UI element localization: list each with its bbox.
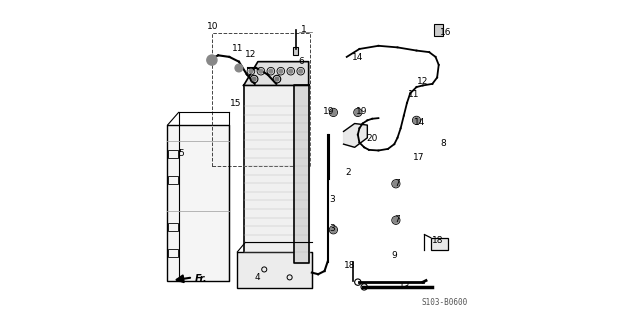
- Text: 2: 2: [345, 168, 351, 177]
- Text: 3: 3: [329, 224, 335, 233]
- Text: 3: 3: [329, 195, 335, 204]
- Text: 12: 12: [244, 50, 256, 59]
- Text: 11: 11: [232, 44, 243, 53]
- Bar: [434, 24, 443, 36]
- Text: 18: 18: [432, 236, 444, 245]
- Text: 4: 4: [255, 273, 260, 282]
- Polygon shape: [244, 62, 309, 85]
- Bar: [244, 85, 309, 263]
- Bar: [431, 238, 448, 250]
- Circle shape: [393, 217, 399, 223]
- Circle shape: [252, 77, 256, 81]
- Text: 14: 14: [414, 118, 425, 127]
- Bar: [294, 47, 298, 55]
- Circle shape: [331, 109, 336, 115]
- Circle shape: [355, 109, 361, 115]
- Bar: [168, 125, 229, 281]
- Circle shape: [259, 69, 263, 73]
- Text: 16: 16: [440, 28, 451, 37]
- Text: 7: 7: [394, 179, 400, 188]
- Text: 9: 9: [391, 251, 397, 260]
- Text: 5: 5: [178, 149, 184, 158]
- Text: 18: 18: [343, 261, 355, 270]
- Text: S103-B0600: S103-B0600: [421, 298, 467, 307]
- Text: 6: 6: [299, 57, 304, 66]
- Bar: [168, 249, 178, 257]
- Bar: [168, 176, 178, 184]
- Text: 13: 13: [399, 282, 411, 292]
- Text: 19: 19: [355, 107, 367, 116]
- Text: 15: 15: [231, 99, 242, 108]
- Polygon shape: [294, 85, 309, 263]
- Text: 10: 10: [207, 22, 218, 31]
- Bar: [168, 223, 178, 231]
- Circle shape: [299, 69, 302, 73]
- Polygon shape: [343, 124, 367, 147]
- Bar: [238, 252, 312, 288]
- Circle shape: [275, 77, 279, 81]
- Text: 7: 7: [394, 215, 400, 224]
- Text: 20: 20: [367, 134, 378, 143]
- Circle shape: [393, 181, 399, 187]
- Text: Fr.: Fr.: [195, 274, 207, 284]
- Circle shape: [331, 227, 336, 233]
- Text: 12: 12: [416, 77, 428, 86]
- Bar: [212, 33, 310, 166]
- Circle shape: [207, 55, 217, 65]
- Circle shape: [414, 117, 420, 123]
- Text: 8: 8: [440, 139, 447, 148]
- Text: 11: 11: [408, 90, 420, 99]
- Text: 14: 14: [352, 53, 363, 62]
- Circle shape: [279, 69, 283, 73]
- Circle shape: [235, 64, 243, 72]
- Bar: [168, 150, 178, 158]
- Circle shape: [249, 69, 253, 73]
- Text: 17: 17: [413, 153, 424, 162]
- Text: 19: 19: [323, 107, 335, 116]
- Circle shape: [289, 69, 293, 73]
- Circle shape: [269, 69, 273, 73]
- Text: 1: 1: [301, 25, 306, 35]
